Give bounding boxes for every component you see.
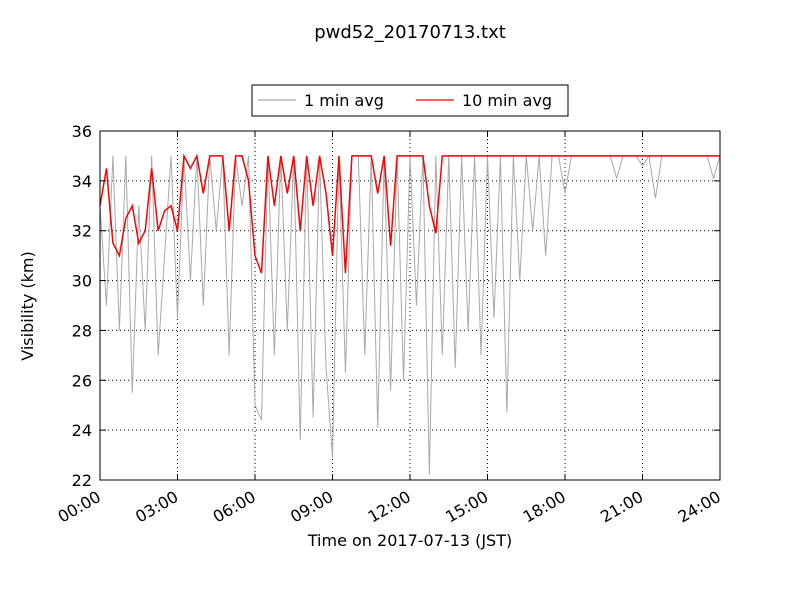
legend-box <box>251 84 569 117</box>
y-tick-label: 34 <box>72 172 92 191</box>
chart-title: pwd52_20170713.txt <box>314 22 506 43</box>
x-tick-label: 06:00 <box>210 487 259 527</box>
x-tick-label: 24:00 <box>675 487 724 527</box>
plot-area <box>99 153 721 476</box>
y-tick-label: 26 <box>72 371 92 390</box>
y-tick-label: 36 <box>72 122 92 141</box>
legend-label: 1 min avg <box>304 91 384 110</box>
series-line <box>99 153 720 274</box>
y-tick-label: 28 <box>72 321 92 340</box>
x-tick-label: 12:00 <box>365 487 414 527</box>
x-tick-label: 03:00 <box>132 487 181 527</box>
grid <box>99 130 721 481</box>
x-tick-label: 15:00 <box>442 487 491 527</box>
legend-label: 10 min avg <box>462 91 552 110</box>
y-axis-label: Visibility (km) <box>18 251 37 360</box>
y-tick-label: 22 <box>72 471 92 490</box>
x-tick-label: 09:00 <box>287 487 336 527</box>
y-tick-label: 30 <box>72 272 92 291</box>
y-tick-label: 32 <box>72 222 92 241</box>
legend: 1 min avg 10 min avg <box>251 84 569 117</box>
y-tick-label: 24 <box>72 421 92 440</box>
x-tick-label: 18:00 <box>520 487 569 527</box>
x-tick-label: 21:00 <box>597 487 646 527</box>
x-axis-label: Time on 2017-07-13 (JST) <box>307 531 512 550</box>
x-tick-label: 00:00 <box>55 487 104 527</box>
